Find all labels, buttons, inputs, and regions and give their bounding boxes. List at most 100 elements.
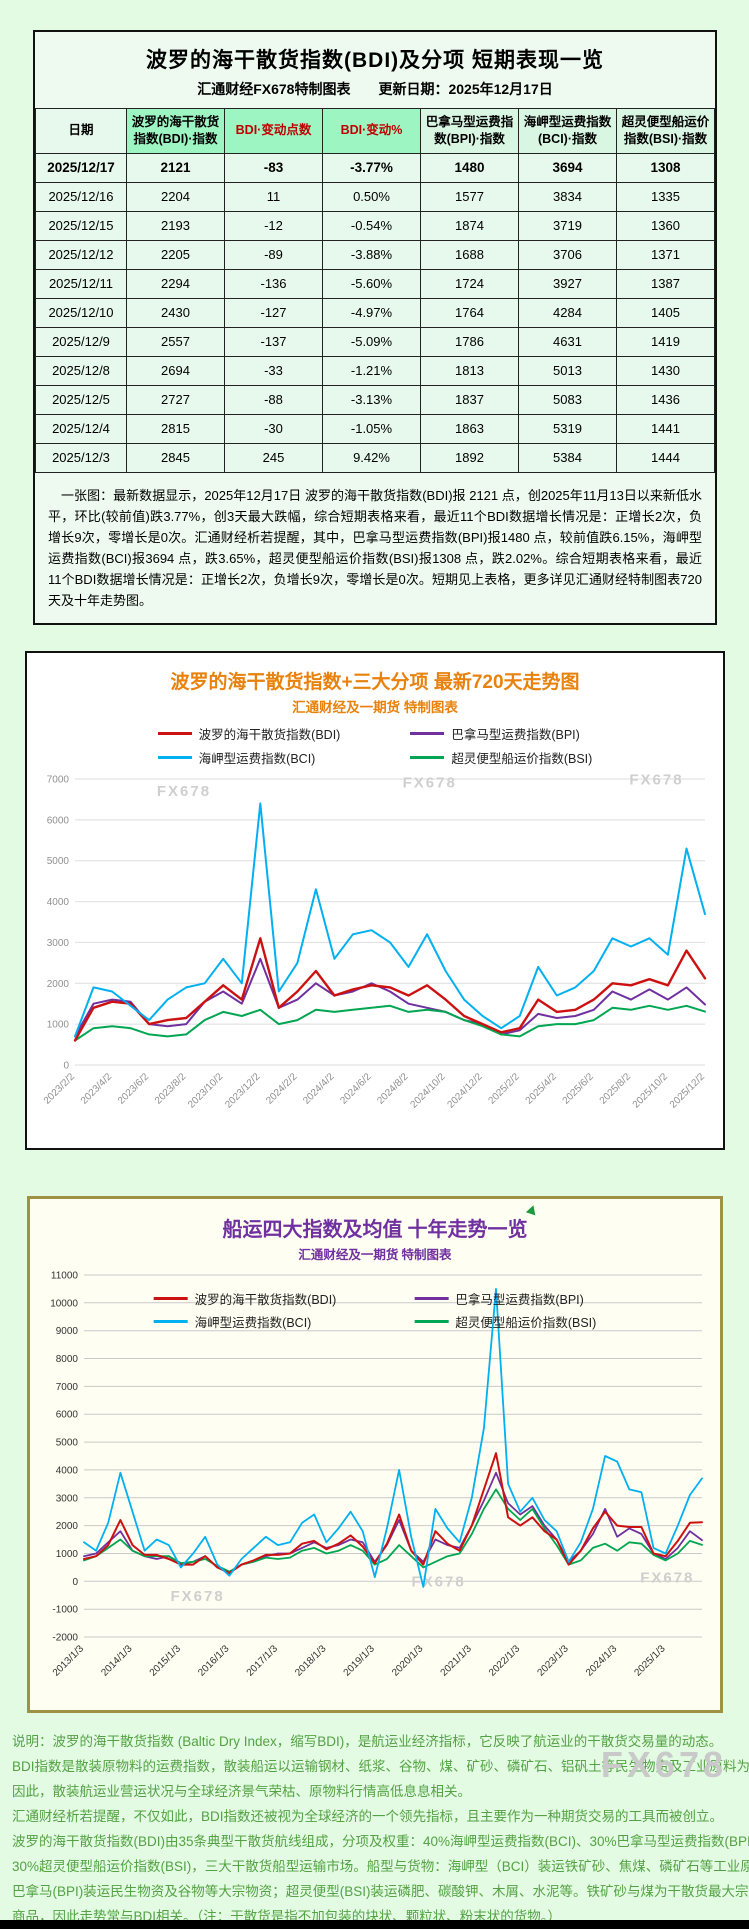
legend-item: 海岬型运费指数(BCI) bbox=[157, 748, 341, 767]
svg-text:9000: 9000 bbox=[56, 1326, 79, 1337]
table-cell: 2025/12/3 bbox=[35, 442, 127, 473]
svg-text:0: 0 bbox=[63, 1061, 69, 1072]
svg-text:2017/1/3: 2017/1/3 bbox=[245, 1643, 281, 1679]
table-cell: 1430 bbox=[616, 355, 715, 386]
svg-text:FX678: FX678 bbox=[171, 1588, 225, 1605]
note-line: 波罗的海干散货指数(BDI)由35条典型干散货航线组成，分项及权重：40%海岬型… bbox=[12, 1834, 749, 1850]
svg-text:2014/1/3: 2014/1/3 bbox=[99, 1643, 135, 1679]
table-row: 2025/12/11 2294 -136 -5.60% 1724 3927 1387 bbox=[35, 268, 715, 299]
svg-text:4000: 4000 bbox=[47, 897, 70, 908]
svg-text:3000: 3000 bbox=[47, 938, 70, 949]
table-cell: 2727 bbox=[126, 384, 225, 415]
svg-text:2016/1/3: 2016/1/3 bbox=[196, 1643, 232, 1679]
svg-text:7000: 7000 bbox=[56, 1382, 79, 1393]
table-cell: 3927 bbox=[518, 268, 617, 299]
table-row: 2025/12/17 2121 -83 -3.77% 1480 3694 1308 bbox=[35, 152, 715, 183]
table-cell: 1724 bbox=[420, 268, 519, 299]
legend-item: 波罗的海干散货指数(BDI) bbox=[153, 1289, 337, 1308]
svg-text:2020/1/3: 2020/1/3 bbox=[390, 1643, 426, 1679]
chart-10year-plot-wrap: -2000 -1000 0 1000 2000 3000 4000 5000 6000 7000 8… bbox=[30, 1267, 720, 1708]
svg-text:2019/1/3: 2019/1/3 bbox=[342, 1643, 378, 1679]
table-cell: 5384 bbox=[518, 442, 617, 473]
table-header-row: 日期 波罗的海干散货指数(BDI)·指数 BDI·变动点数 BDI·变动% 巴拿… bbox=[35, 108, 715, 154]
table-cell: 1360 bbox=[616, 210, 715, 241]
table-row: 2025/12/9 2557 -137 -5.09% 1786 4631 1419 bbox=[35, 326, 715, 357]
note-line: 因此，散装航运业营运状况与全球经济景气荣枯、原物料行情高低息息相关。 bbox=[12, 1784, 471, 1800]
legend-line-swatch bbox=[410, 756, 445, 760]
legend-line-swatch bbox=[157, 732, 192, 736]
table-cell: 2025/12/12 bbox=[35, 239, 127, 270]
table-cell: 2845 bbox=[126, 442, 225, 473]
legend-line-swatch bbox=[414, 1297, 449, 1301]
svg-text:2023/6/2: 2023/6/2 bbox=[116, 1071, 152, 1107]
table-cell: 11 bbox=[224, 181, 323, 212]
table-cell: -136 bbox=[224, 268, 323, 299]
chart-10year-plot: -2000 -1000 0 1000 2000 3000 4000 5000 6000 7000 8… bbox=[50, 1271, 703, 1679]
column-header-bsi: 超灵便型船运价指数(BSI)·指数 bbox=[616, 108, 715, 154]
svg-text:2025/4/2: 2025/4/2 bbox=[524, 1071, 560, 1107]
table-cell: 4284 bbox=[518, 297, 617, 328]
table-cell: 1405 bbox=[616, 297, 715, 328]
table-row: 2025/12/4 2815 -30 -1.05% 1863 5319 1441 bbox=[35, 413, 715, 444]
table-cell: -3.13% bbox=[322, 384, 421, 415]
table-row: 2025/12/15 2193 -12 -0.54% 1874 3719 1360 bbox=[35, 210, 715, 241]
table-cell: -0.54% bbox=[322, 210, 421, 241]
legend-line-swatch bbox=[410, 732, 445, 736]
legend-item: 超灵便型船运价指数(BSI) bbox=[414, 1312, 596, 1331]
chart-10year-panel: 船运四大指数及均值 十年走势一览 汇通财经及一期货 特制图表 -2000 -100… bbox=[27, 1196, 723, 1714]
table-cell: 1444 bbox=[616, 442, 715, 473]
table-cell: 1335 bbox=[616, 181, 715, 212]
table-cell: -88 bbox=[224, 384, 323, 415]
table-cell: -127 bbox=[224, 297, 323, 328]
svg-text:2013/1/3: 2013/1/3 bbox=[51, 1643, 87, 1679]
svg-text:5000: 5000 bbox=[47, 856, 70, 867]
legend-line-swatch bbox=[157, 756, 192, 760]
table-cell: 2025/12/8 bbox=[35, 355, 127, 386]
table-cell: 2025/12/10 bbox=[35, 297, 127, 328]
svg-text:6000: 6000 bbox=[47, 815, 70, 826]
legend-label: 超灵便型船运价指数(BSI) bbox=[455, 1316, 597, 1331]
table-cell: 1419 bbox=[616, 326, 715, 357]
table-title: 波罗的海干散货指数(BDI)及分项 短期表现一览 bbox=[146, 49, 604, 72]
table-cell: 5013 bbox=[518, 355, 617, 386]
legend-item: 海岬型运费指数(BCI) bbox=[153, 1312, 337, 1331]
bdi-short-term-table: 日期 波罗的海干散货指数(BDI)·指数 BDI·变动点数 BDI·变动% 巴拿… bbox=[35, 108, 715, 473]
table-cell: -1.21% bbox=[322, 355, 421, 386]
svg-text:2025/6/2: 2025/6/2 bbox=[561, 1071, 597, 1107]
summary-paragraph: 一张图：最新数据显示，2025年12月17日 波罗的海干散货指数(BDI)报 2… bbox=[48, 487, 702, 608]
svg-text:5000: 5000 bbox=[56, 1438, 79, 1449]
legend-label: 海岬型运费指数(BCI) bbox=[194, 1316, 312, 1331]
table-cell: 1436 bbox=[616, 384, 715, 415]
svg-text:FX678: FX678 bbox=[412, 1573, 466, 1590]
svg-text:2024/12/2: 2024/12/2 bbox=[445, 1071, 485, 1111]
table-cell: 1371 bbox=[616, 239, 715, 270]
table-cell: 1441 bbox=[616, 413, 715, 444]
fx678-watermark: FX678 bbox=[600, 1744, 727, 1785]
table-cell: -5.60% bbox=[322, 268, 421, 299]
svg-text:2023/2/2: 2023/2/2 bbox=[42, 1071, 78, 1107]
svg-text:2025/8/2: 2025/8/2 bbox=[598, 1071, 634, 1107]
table-row: 2025/12/3 2845 245 9.42% 1892 5384 1444 bbox=[35, 442, 715, 473]
svg-text:10000: 10000 bbox=[50, 1298, 78, 1309]
table-row: 2025/12/10 2430 -127 -4.97% 1764 4284 1405 bbox=[35, 297, 715, 328]
column-header-bdi-change-points: BDI·变动点数 bbox=[224, 108, 323, 154]
legend-label: 波罗的海干散货指数(BDI) bbox=[194, 1293, 337, 1308]
svg-text:2024/10/2: 2024/10/2 bbox=[408, 1071, 448, 1111]
table-cell: 2204 bbox=[126, 181, 225, 212]
table-cell: -30 bbox=[224, 413, 323, 444]
table-cell: 1837 bbox=[420, 384, 519, 415]
svg-text:2025/12/2: 2025/12/2 bbox=[668, 1071, 708, 1111]
table-row: 2025/12/16 2204 11 0.50% 1577 3834 1335 bbox=[35, 181, 715, 212]
svg-text:2023/8/2: 2023/8/2 bbox=[153, 1071, 189, 1107]
svg-text:-1000: -1000 bbox=[52, 1605, 78, 1616]
table-cell: 1688 bbox=[420, 239, 519, 270]
note-line: 30%超灵便型船运价指数(BSI)，三大干散货船型运输市场。船型与货物：海岬型（… bbox=[12, 1859, 749, 1875]
table-cell: 2557 bbox=[126, 326, 225, 357]
chart-720day-panel: 波罗的海干散货指数+三大分项 最新720天走势图 汇通财经及一期货 特制图表 波… bbox=[25, 651, 725, 1151]
table-cell: 2025/12/4 bbox=[35, 413, 127, 444]
chart-10year-legend: 波罗的海干散货指数(BDI) 巴拿马型运费指数(BPI) 海岬型运费指数(BCI) 超… bbox=[153, 1289, 596, 1331]
table-cell: 2025/12/16 bbox=[35, 181, 127, 212]
legend-line-swatch bbox=[153, 1320, 188, 1324]
